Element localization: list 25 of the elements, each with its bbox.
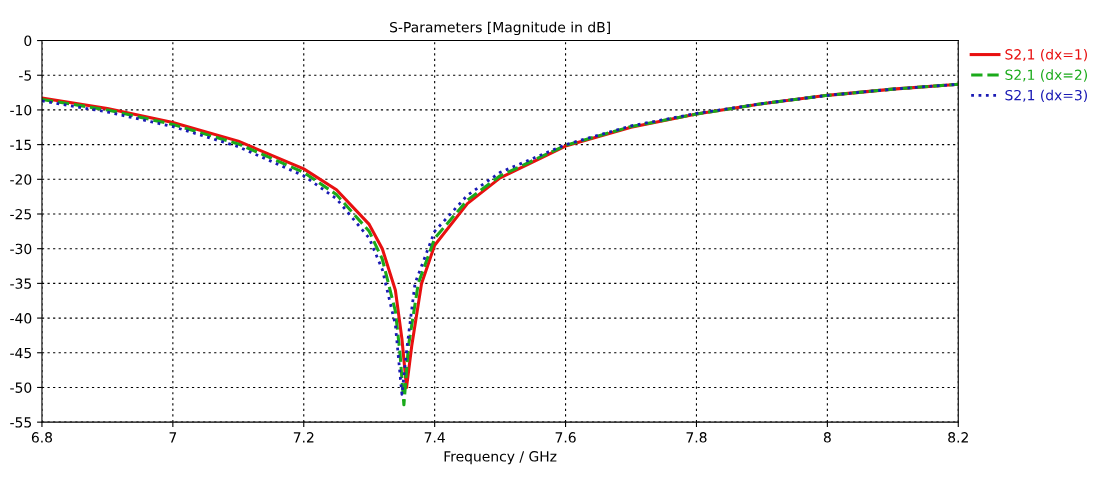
y-tick-label: -40 (10, 313, 32, 324)
x-tick-label: 7 (169, 432, 177, 443)
y-tick-label: -25 (10, 208, 32, 220)
x-tick-label: 8 (823, 432, 831, 443)
x-tick-label: 6.8 (31, 432, 53, 443)
y-tick-label: -35 (10, 278, 32, 289)
x-axis-title: Frequency / GHz (444, 451, 557, 465)
x-tick-label: 7.2 (293, 432, 314, 443)
legend-label: S2,1 (dx=1) (1005, 48, 1087, 62)
y-tick-label: -45 (10, 347, 32, 359)
y-tick-label: -15 (10, 139, 32, 151)
legend-label: S2,1 (dx=2) (1005, 69, 1087, 82)
y-tick-label: -55 (10, 417, 32, 428)
legend-label: S2,1 (dx=3) (1005, 89, 1087, 103)
y-tick-label: -20 (10, 174, 32, 185)
chart-title: S-Parameters [Magnitude in dB] (390, 21, 610, 36)
x-tick-label: 7.4 (424, 432, 445, 443)
y-tick-label: -30 (10, 243, 32, 255)
x-tick-label: 7.8 (686, 432, 707, 443)
y-tick-label: -5 (19, 70, 32, 81)
y-tick-label: -10 (10, 104, 32, 116)
y-tick-label: -50 (10, 382, 32, 393)
x-tick-label: 8.2 (948, 432, 968, 443)
y-tick-label: 0 (24, 35, 32, 47)
x-tick-label: 7.6 (555, 432, 576, 443)
